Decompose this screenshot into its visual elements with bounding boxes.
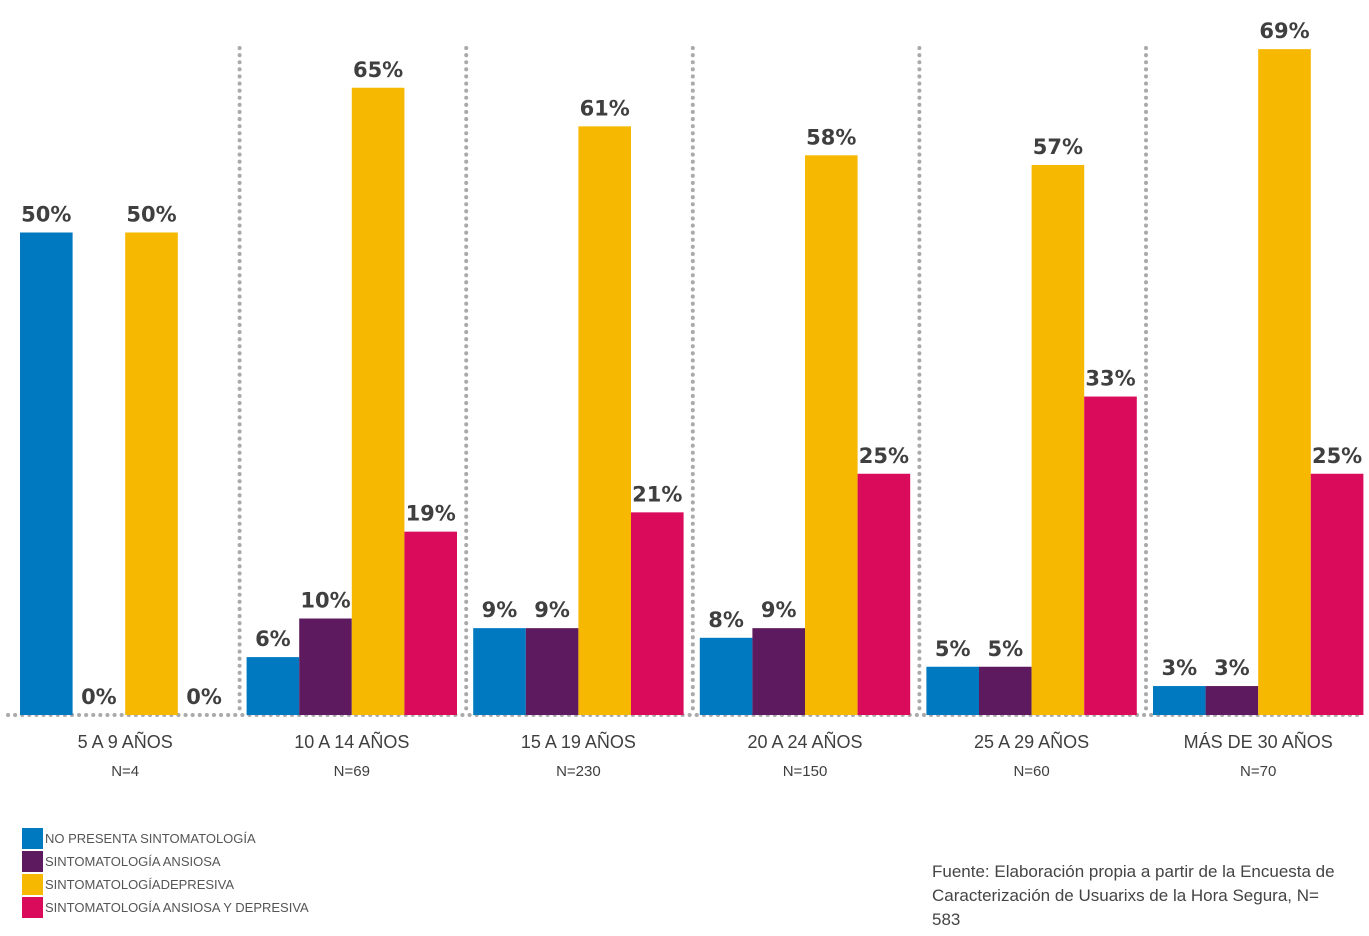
legend-item-depressive: SINTOMATOLOGÍADEPRESIVA: [22, 874, 309, 895]
bar: [699, 637, 753, 715]
bar: [752, 628, 805, 715]
bar: [1258, 49, 1311, 715]
bar-chart: 50% 0% 50% 0% 6% 10% 65% 19% 9% 9% 61% 21% 8% 9% 58% 25…: [6, 19, 1364, 780]
data-label: 9%: [482, 598, 518, 622]
bar: [404, 531, 457, 715]
bar: [979, 666, 1032, 715]
bar: [631, 512, 684, 715]
sample-size-label: N=69: [334, 763, 370, 780]
category-label: 10 A 14 AÑOS: [294, 731, 409, 752]
data-label: 5%: [935, 637, 971, 661]
bar: [857, 473, 911, 715]
data-label: 33%: [1085, 367, 1135, 391]
bar: [926, 666, 979, 715]
legend-swatch: [22, 851, 43, 872]
source-note: Fuente: Elaboración propia a partir de l…: [932, 862, 1335, 929]
category-labels-layer: 5 A 9 AÑOS N=4 10 A 14 AÑOS N=69 15 A 19 AÑO…: [78, 731, 1333, 780]
bar: [805, 155, 858, 716]
sample-size-label: N=4: [111, 763, 139, 780]
data-label: 6%: [255, 627, 291, 651]
data-label: 3%: [1214, 656, 1250, 680]
data-label: 25%: [1312, 444, 1362, 468]
category-label: 5 A 9 AÑOS: [78, 731, 173, 752]
bar: [473, 628, 526, 715]
data-label: 21%: [632, 482, 682, 506]
category-label: 25 A 29 AÑOS: [974, 731, 1089, 752]
data-label: 3%: [1161, 656, 1197, 680]
legend-label: NO PRESENTA SINTOMATOLOGÍA: [45, 831, 256, 846]
data-label: 57%: [1033, 135, 1083, 159]
group-separators: [237, 46, 1148, 717]
bar: [299, 618, 352, 715]
legend-label: SINTOMATOLOGÍADEPRESIVA: [45, 877, 235, 892]
value-labels-layer: 50% 0% 50% 0% 6% 10% 65% 19% 9% 9% 61% 21% 8% 9% 58% 25…: [21, 19, 1362, 709]
legend-swatch: [22, 897, 43, 918]
category-label: 15 A 19 AÑOS: [521, 731, 636, 752]
data-label: 58%: [806, 125, 856, 149]
legend-label: SINTOMATOLOGÍA ANSIOSA: [45, 854, 221, 869]
data-label: 8%: [708, 608, 744, 632]
bar: [1084, 396, 1137, 715]
data-label: 61%: [580, 96, 630, 120]
data-label: 25%: [859, 444, 909, 468]
data-label: 65%: [353, 58, 403, 82]
legend-item-anxious-depressive: SINTOMATOLOGÍA ANSIOSA Y DEPRESIVA: [22, 897, 309, 918]
category-label: MÁS DE 30 AÑOS: [1184, 731, 1333, 752]
data-label: 5%: [987, 637, 1023, 661]
data-label: 19%: [406, 502, 456, 526]
bar: [1031, 164, 1085, 715]
sample-size-label: N=60: [1013, 763, 1049, 780]
bar: [125, 232, 178, 715]
sample-size-label: N=230: [556, 763, 601, 780]
legend: NO PRESENTA SINTOMATOLOGÍA SINTOMATOLOGÍ…: [22, 828, 309, 920]
data-label: 0%: [186, 685, 222, 709]
bar: [1205, 686, 1259, 715]
sample-size-label: N=70: [1240, 763, 1276, 780]
legend-label: SINTOMATOLOGÍA ANSIOSA Y DEPRESIVA: [45, 900, 309, 915]
bars-layer: [20, 49, 1364, 716]
bar: [578, 126, 631, 716]
data-label: 50%: [126, 203, 176, 227]
legend-item-no-symptoms: NO PRESENTA SINTOMATOLOGÍA: [22, 828, 309, 849]
legend-item-anxious: SINTOMATOLOGÍA ANSIOSA: [22, 851, 309, 872]
bar: [351, 87, 405, 715]
data-label: 0%: [81, 685, 117, 709]
bar: [525, 628, 579, 715]
sample-size-label: N=150: [783, 763, 828, 780]
legend-swatch: [22, 828, 43, 849]
data-label: 50%: [21, 203, 71, 227]
bar: [246, 657, 300, 715]
data-label: 9%: [534, 598, 570, 622]
data-label: 69%: [1259, 19, 1309, 43]
bar: [1310, 473, 1364, 715]
data-label: 9%: [761, 598, 797, 622]
data-label: 10%: [300, 589, 350, 613]
bar: [1153, 686, 1206, 715]
bar: [20, 232, 73, 715]
legend-swatch: [22, 874, 43, 895]
category-label: 20 A 24 AÑOS: [747, 731, 862, 752]
